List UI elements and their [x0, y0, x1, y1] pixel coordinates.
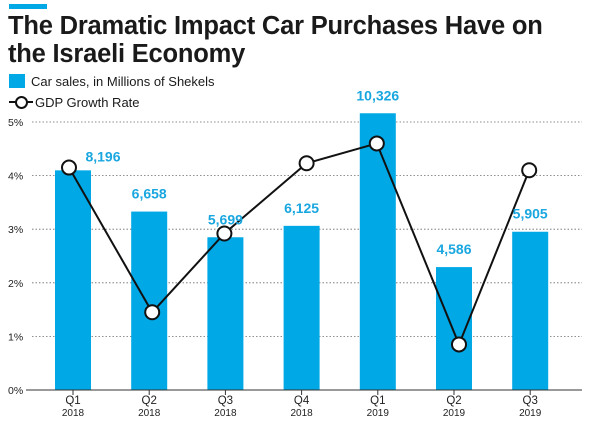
x-tick-year: 2019 [443, 408, 466, 419]
legend: Car sales, in Millions of Shekels GDP Gr… [9, 72, 215, 114]
bar-value-label: 10,326 [356, 87, 399, 103]
bar [55, 170, 91, 390]
x-tick-year: 2019 [367, 408, 390, 419]
bar [512, 231, 549, 390]
label-layer: 8,196 6,658 5,699 6,125 10,326 4,586 5,905 [85, 87, 547, 257]
y-tick-label: 1% [8, 331, 23, 343]
legend-line-marker [9, 95, 33, 109]
x-tick-year: 2018 [290, 408, 313, 419]
legend-item-car-sales: Car sales, in Millions of Shekels [9, 72, 215, 90]
bar [283, 225, 320, 390]
gdp-point [521, 162, 538, 179]
x-tick-label: Q1 [65, 395, 80, 407]
x-tick-label: Q3 [523, 395, 538, 407]
bar [131, 211, 168, 390]
y-tick-label: 5% [8, 117, 23, 129]
bar [436, 267, 472, 390]
gdp-point [144, 304, 161, 321]
legend-item-gdp: GDP Growth Rate [9, 93, 215, 111]
bar-value-label: 5,905 [513, 206, 548, 222]
x-tick-label: Q3 [218, 395, 233, 407]
x-tick-year: 2019 [519, 408, 542, 419]
chart-title: The Dramatic Impact Car Purchases Have o… [8, 12, 543, 68]
bar [359, 113, 396, 391]
x-tick-label: Q4 [294, 395, 310, 407]
x-tick-year: 2018 [214, 408, 237, 419]
legend-bar-swatch [9, 74, 25, 88]
x-tick-year: 2018 [62, 408, 85, 419]
title-accent-bar [9, 4, 47, 9]
x-tick-label: Q1 [370, 395, 385, 407]
y-tick-label: 2% [8, 278, 23, 290]
gdp-point [216, 225, 233, 242]
grid-layer [32, 121, 582, 337]
y-tick-label: 0% [8, 385, 23, 397]
x-tick-label: Q2 [446, 395, 461, 407]
line-layer [61, 135, 538, 353]
bar-layer [55, 113, 549, 391]
bar-value-label: 4,586 [436, 241, 471, 257]
x-tick-year: 2018 [138, 408, 161, 419]
gdp-point [61, 159, 77, 176]
legend-car-sales-label: Car sales, in Millions of Shekels [31, 73, 215, 89]
bar [207, 237, 244, 390]
legend-gdp-label: GDP Growth Rate [35, 94, 140, 110]
bar-value-label: 5,699 [208, 211, 243, 227]
y-tick-label: 4% [8, 171, 23, 183]
gdp-point [368, 135, 385, 152]
bar-value-label: 6,658 [132, 186, 167, 202]
bar-value-label: 6,125 [284, 200, 319, 216]
bar-value-label: 8,196 [85, 148, 120, 164]
y-tick-label: 3% [8, 224, 23, 236]
gdp-point [451, 336, 467, 353]
x-tick-label: Q2 [142, 395, 157, 407]
axis-layer: 0%1%2%3%4%5%Q12018Q22018Q32018Q42018Q120… [8, 117, 582, 419]
gdp-point [298, 155, 315, 172]
